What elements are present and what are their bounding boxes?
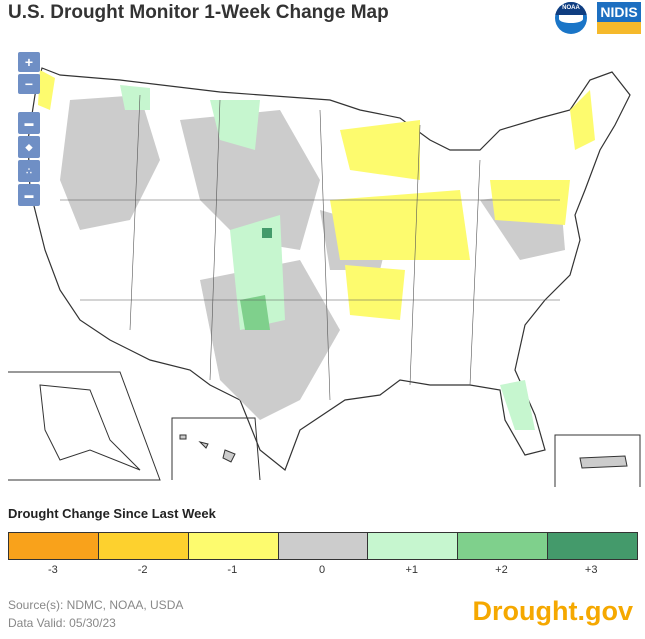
zoom-in-button[interactable]: + xyxy=(18,52,40,72)
legend-title: Drought Change Since Last Week xyxy=(8,506,216,521)
legend-label: +2 xyxy=(495,564,508,576)
nidis-logo: NIDIS xyxy=(597,2,641,34)
legend-labels: -3 -2 -1 0 +1 +2 +3 xyxy=(8,564,636,576)
source-text: Source(s): NDMC, NOAA, USDA xyxy=(8,598,184,612)
legend-label: +1 xyxy=(405,564,418,576)
drought-change-map[interactable] xyxy=(0,40,645,500)
legend-label: 0 xyxy=(318,564,326,576)
legend-swatch xyxy=(368,533,459,559)
alaska-icon: ◆ xyxy=(25,142,33,152)
hawaii-view-button[interactable]: ∴ xyxy=(18,160,40,182)
alaska-view-button[interactable]: ◆ xyxy=(18,136,40,158)
hawaii-inset-frame xyxy=(171,417,261,481)
legend-swatch xyxy=(98,533,189,559)
alaska-shape xyxy=(39,384,141,471)
legend-label: -1 xyxy=(227,564,238,576)
legend-bar xyxy=(8,532,638,560)
hawaii-shape xyxy=(179,434,236,463)
conus-icon: ▬ xyxy=(24,118,34,128)
legend-swatch xyxy=(458,533,549,559)
puerto-rico-shape xyxy=(579,455,628,469)
legend-label: -3 xyxy=(47,564,58,576)
legend-swatch xyxy=(188,533,279,559)
zoom-out-button[interactable]: − xyxy=(18,74,40,94)
hawaii-icon: ∴ xyxy=(26,166,32,176)
conus-view-button[interactable]: ▬ xyxy=(18,112,40,134)
legend-label: +3 xyxy=(584,564,598,576)
puerto-rico-icon: ▬ xyxy=(24,190,34,200)
data-valid-text: Data Valid: 05/30/23 xyxy=(8,616,116,630)
legend-swatch xyxy=(278,533,369,559)
noaa-logo: NOAA xyxy=(555,2,587,34)
puerto-rico-inset-frame xyxy=(554,434,641,487)
legend-swatch xyxy=(9,533,99,559)
puerto-rico-view-button[interactable]: ▬ xyxy=(18,184,40,206)
map-title: U.S. Drought Monitor 1-Week Change Map xyxy=(8,2,389,23)
drought-gov-link[interactable]: Drought.gov xyxy=(472,596,633,626)
alaska-inset-frame xyxy=(8,371,161,481)
legend-swatch xyxy=(548,533,638,559)
legend-label: -2 xyxy=(137,564,148,576)
